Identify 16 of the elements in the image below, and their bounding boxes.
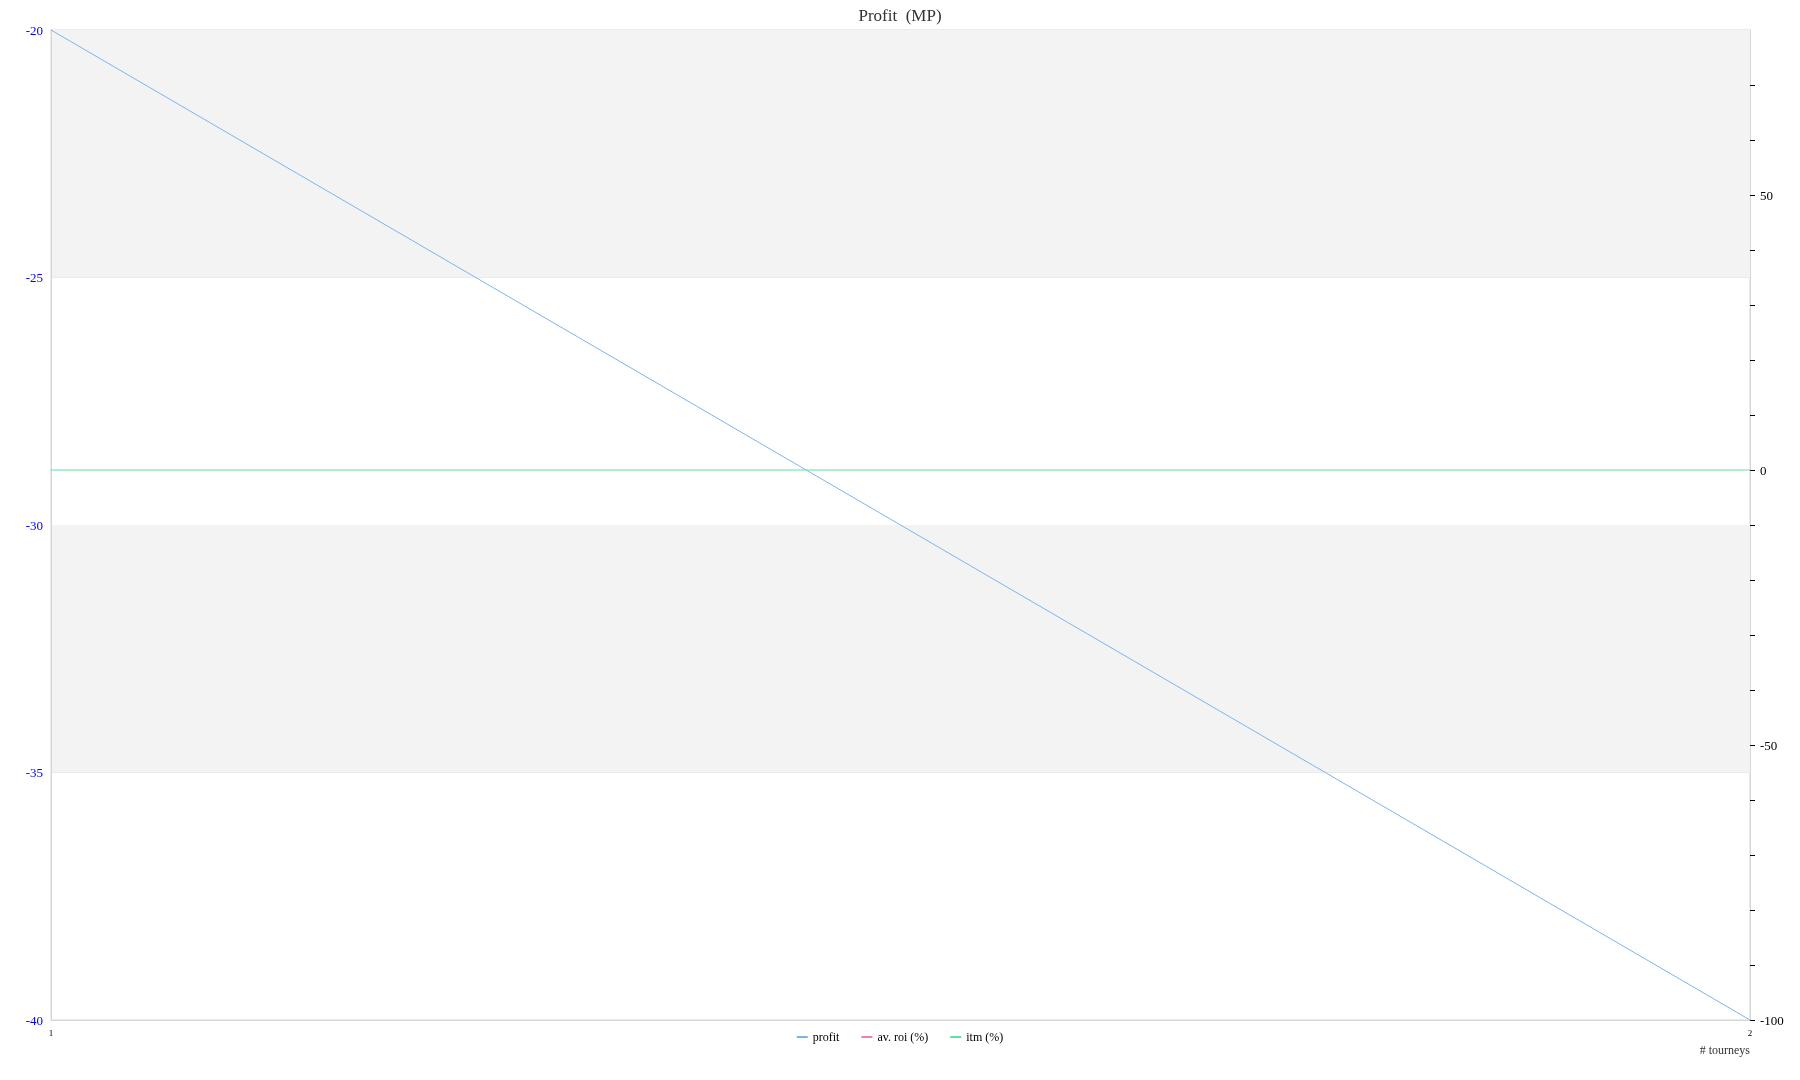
y-tick-label: -20: [25, 22, 43, 38]
y-tick-label: -40: [25, 1012, 43, 1028]
legend-label: itm (%): [966, 1030, 1004, 1044]
y-tick-label: -35: [25, 765, 43, 780]
legend-label: av. roi (%): [877, 1030, 929, 1044]
x-tick-label: 2: [1747, 1027, 1753, 1038]
legend-label: profit: [812, 1030, 841, 1044]
y2-tick-label: -50: [1760, 737, 1778, 753]
x-axis-title: # tourneys: [1699, 1043, 1751, 1057]
y2-tick-label: 50: [1760, 187, 1773, 203]
y-tick-label: -30: [25, 517, 43, 533]
chart-title: Profit (MP): [858, 6, 942, 25]
y2-tick-label: 0: [1760, 462, 1767, 478]
y-tick-label: -25: [25, 270, 43, 285]
y2-tick-label: -100: [1760, 1012, 1784, 1028]
x-tick-label: 1: [48, 1027, 54, 1038]
